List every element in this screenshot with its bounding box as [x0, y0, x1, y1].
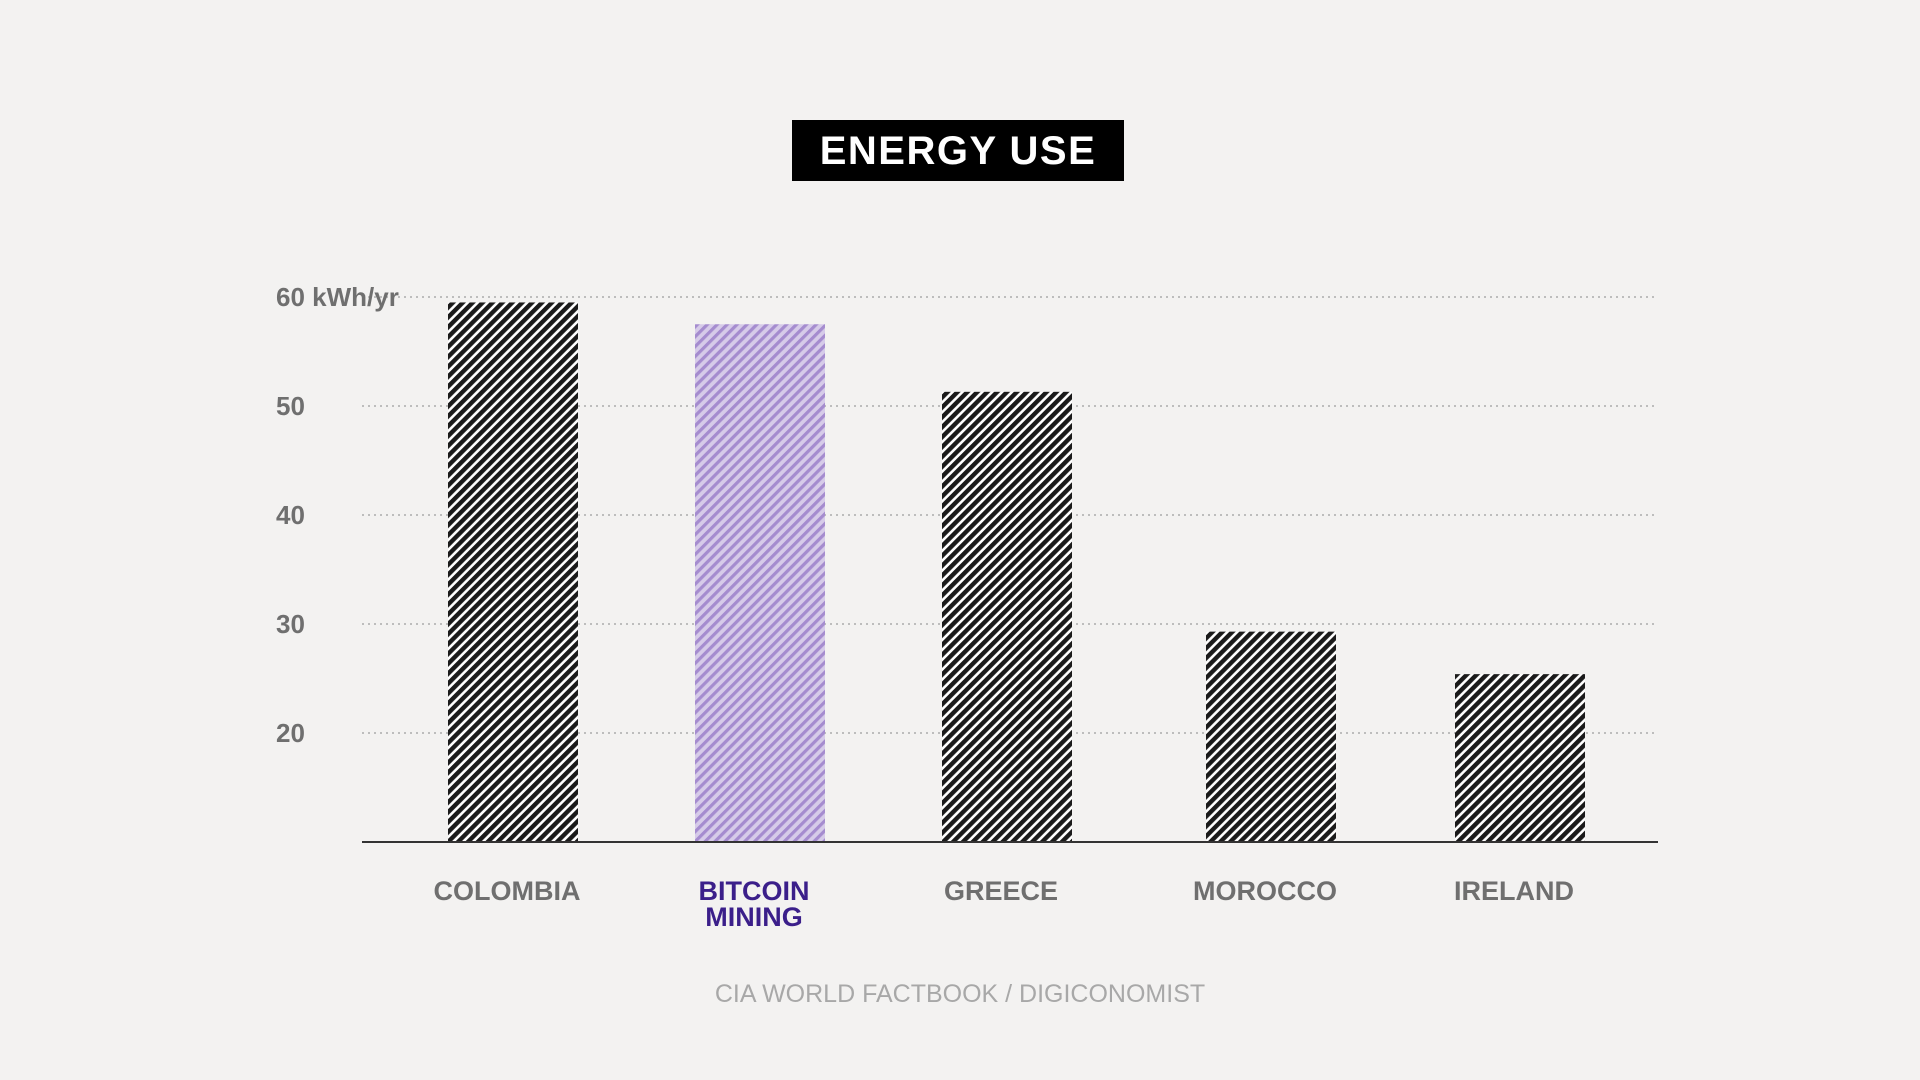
y-axis-tick-labels: 20 30 40 50 60 kWh/yr — [276, 282, 399, 748]
x-axis-category-labels: COLOMBIA BITCOIN MINING GREECE MOROCCO IRELAN… — [434, 876, 1574, 932]
y-tick-label-20: 20 — [276, 718, 305, 748]
bar-morocco — [1206, 631, 1336, 842]
x-label-greece: GREECE — [944, 876, 1058, 906]
x-label-line: GREECE — [944, 876, 1058, 906]
y-tick-label-30: 30 — [276, 609, 305, 639]
bar-bitcoin-mining — [695, 324, 825, 842]
chart-title-box: ENERGY USE — [792, 120, 1124, 181]
x-label-morocco: MOROCCO — [1193, 876, 1337, 906]
bar-colombia — [448, 302, 578, 842]
x-label-bitcoin-mining: BITCOIN MINING — [699, 876, 810, 932]
x-label-line: MINING — [705, 902, 803, 932]
x-label-colombia: COLOMBIA — [434, 876, 581, 906]
x-label-ireland: IRELAND — [1454, 876, 1574, 906]
source-credit: CIA WORLD FACTBOOK / DIGICONOMIST — [714, 980, 1206, 1008]
bar-ireland — [1455, 674, 1585, 842]
x-label-line: COLOMBIA — [434, 876, 581, 906]
x-label-line: MOROCCO — [1193, 876, 1337, 906]
chart-title: ENERGY USE — [819, 128, 1097, 173]
x-label-line: IRELAND — [1454, 876, 1574, 906]
y-tick-label-50: 50 — [276, 391, 305, 421]
y-tick-label-40: 40 — [276, 500, 305, 530]
bar-greece — [942, 391, 1072, 842]
x-label-line: BITCOIN — [699, 876, 810, 906]
bars — [448, 302, 1585, 842]
y-tick-label-60: 60 kWh/yr — [276, 282, 399, 312]
